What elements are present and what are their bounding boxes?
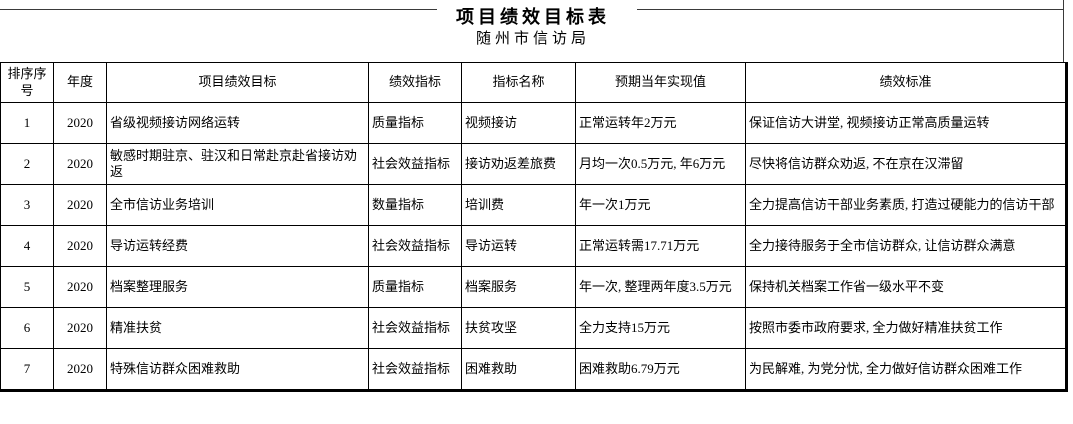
table-cell: 2020: [53, 102, 107, 144]
table-cell: 按照市委市政府要求, 全力做好精准扶贫工作: [745, 307, 1067, 349]
table-cell: 社会效益指标: [368, 143, 462, 185]
table-cell: 质量指标: [368, 102, 462, 144]
header-indicator-name: 指标名称: [461, 62, 576, 103]
table-cell: 培训费: [461, 184, 576, 226]
table-cell: 7: [0, 348, 54, 391]
table-cell: 扶贫攻坚: [461, 307, 576, 349]
table-cell: 特殊信访群众困难救助: [106, 348, 369, 391]
table-cell: 2020: [53, 143, 107, 185]
table-cell: 档案整理服务: [106, 266, 369, 308]
title-area-right-border: [1063, 0, 1064, 62]
table-cell: 尽快将信访群众劝返, 不在京在汉滞留: [745, 143, 1067, 185]
table-cell: 年一次, 整理两年度3.5万元: [575, 266, 746, 308]
table-cell: 敏感时期驻京、驻汉和日常赴京赴省接访劝返: [106, 143, 369, 185]
table-cell: 档案服务: [461, 266, 576, 308]
table-cell: 月均一次0.5万元, 年6万元: [575, 143, 746, 185]
table-cell: 困难救助6.79万元: [575, 348, 746, 391]
table-cell: 数量指标: [368, 184, 462, 226]
page-subtitle: 随州市信访局: [475, 31, 590, 47]
table-cell: 全力提高信访干部业务素质, 打造过硬能力的信访干部: [745, 184, 1067, 226]
table-cell: 2: [0, 143, 54, 185]
table-cell: 正常运转年2万元: [575, 102, 746, 144]
table-cell: 正常运转需17.71万元: [575, 225, 746, 267]
table-row: 4 2020 导访运转经费 社会效益指标 导访运转 正常运转需17.71万元 全力接待服务于…: [0, 225, 1067, 267]
table-body: 1 2020 省级视频接访网络运转 质量指标 视频接访 正常运转年2万元 保证信访大讲堂, …: [0, 102, 1067, 391]
table-cell: 社会效益指标: [368, 225, 462, 267]
table-cell: 2020: [53, 307, 107, 349]
table-cell: 全力接待服务于全市信访群众, 让信访群众满意: [745, 225, 1067, 267]
header-performance-standard: 绩效标准: [745, 62, 1067, 103]
title-left-rule: [0, 9, 437, 10]
table-cell: 为民解难, 为党分忧, 全力做好信访群众困难工作: [745, 348, 1067, 391]
table-row: 1 2020 省级视频接访网络运转 质量指标 视频接访 正常运转年2万元 保证信访大讲堂, …: [0, 102, 1067, 144]
table-cell: 年一次1万元: [575, 184, 746, 226]
table-cell: 1: [0, 102, 54, 144]
table-cell: 省级视频接访网络运转: [106, 102, 369, 144]
table-cell: 2020: [53, 225, 107, 267]
table-cell: 2020: [53, 348, 107, 391]
table-row: 7 2020 特殊信访群众困难救助 社会效益指标 困难救助 困难救助6.79万元 为民解难,…: [0, 348, 1067, 391]
table-cell: 2020: [53, 266, 107, 308]
header-expected-value: 预期当年实现值: [575, 62, 746, 103]
table-cell: 保证信访大讲堂, 视频接访正常高质量运转: [745, 102, 1067, 144]
table-row: 2 2020 敏感时期驻京、驻汉和日常赴京赴省接访劝返 社会效益指标 接访劝返差旅费 月均…: [0, 143, 1067, 185]
table-cell: 3: [0, 184, 54, 226]
table-cell: 社会效益指标: [368, 307, 462, 349]
header-project-target: 项目绩效目标: [106, 62, 369, 103]
table-cell: 全力支持15万元: [575, 307, 746, 349]
header-sort-order: 排序序号: [0, 62, 54, 103]
table-cell: 全市信访业务培训: [106, 184, 369, 226]
table-cell: 2020: [53, 184, 107, 226]
table-cell: 困难救助: [461, 348, 576, 391]
table-cell: 5: [0, 266, 54, 308]
table-cell: 质量指标: [368, 266, 462, 308]
table-cell: 4: [0, 225, 54, 267]
table-cell: 精准扶贫: [106, 307, 369, 349]
table-cell: 导访运转: [461, 225, 576, 267]
table-row: 3 2020 全市信访业务培训 数量指标 培训费 年一次1万元 全力提高信访干部业务素质, …: [0, 184, 1067, 226]
table-header-row: 排序序号 年度 项目绩效目标 绩效指标 指标名称 预期当年实现值 绩效标准: [0, 62, 1067, 103]
header-year: 年度: [53, 62, 107, 103]
table-cell: 导访运转经费: [106, 225, 369, 267]
table-row: 5 2020 档案整理服务 质量指标 档案服务 年一次, 整理两年度3.5万元 保持机关档案…: [0, 266, 1067, 308]
table-cell: 接访劝返差旅费: [461, 143, 576, 185]
table-cell: 视频接访: [461, 102, 576, 144]
table-header: 排序序号 年度 项目绩效目标 绩效指标 指标名称 预期当年实现值 绩效标准: [0, 62, 1067, 103]
header-indicator-type: 绩效指标: [368, 62, 462, 103]
table-row: 6 2020 精准扶贫 社会效益指标 扶贫攻坚 全力支持15万元 按照市委市政府要求, 全力…: [0, 307, 1067, 349]
table-cell: 社会效益指标: [368, 348, 462, 391]
table-cell: 保持机关档案工作省一级水平不变: [745, 266, 1067, 308]
table-cell: 6: [0, 307, 54, 349]
page-title: 项目绩效目标表: [456, 7, 610, 27]
title-right-rule: [637, 9, 1063, 10]
